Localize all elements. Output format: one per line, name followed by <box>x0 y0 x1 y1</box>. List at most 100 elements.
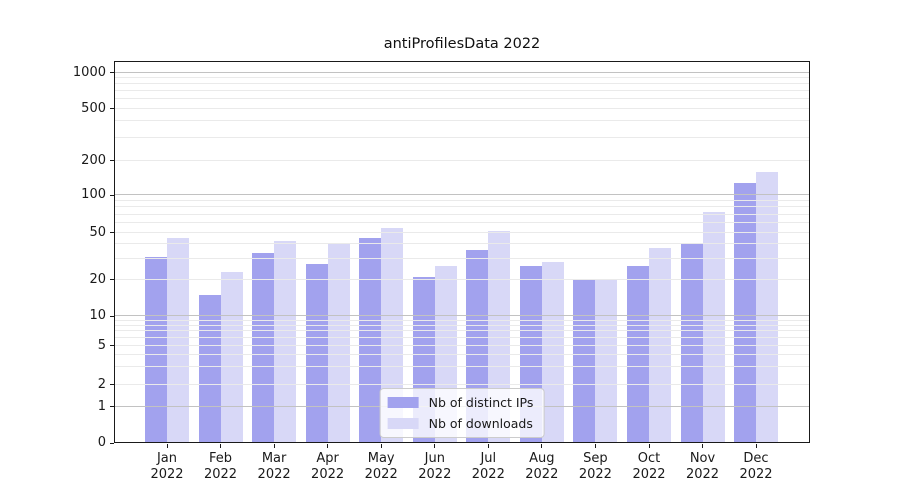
legend-swatch <box>387 418 419 429</box>
y-tick-label: 1 <box>97 398 106 414</box>
y-tick-mark <box>110 72 114 74</box>
x-tick-mark <box>166 444 168 448</box>
x-tick-month: Jun <box>424 451 445 466</box>
y-tick-label: 50 <box>89 224 106 240</box>
bar-dec-ips <box>734 183 757 443</box>
y-tick-mark <box>110 345 114 347</box>
y-tick-label: 10 <box>89 308 106 324</box>
x-tick-mark <box>273 444 275 448</box>
bar-apr-downloads <box>327 244 350 443</box>
y-tick-mark <box>110 384 114 386</box>
x-tick-label-jun: Jun 2022 <box>393 451 477 482</box>
x-tick-mark <box>755 444 757 448</box>
x-tick-mark <box>541 444 543 448</box>
x-tick-month: Aug <box>529 451 555 466</box>
y-tick-label: 2 <box>97 376 106 392</box>
x-tick-year: 2022 <box>257 466 291 482</box>
x-tick-label-jan: Jan 2022 <box>125 451 209 482</box>
x-tick-month: Jul <box>480 451 497 466</box>
x-tick-month: Nov <box>689 451 716 466</box>
bar-dec-downloads <box>756 171 779 443</box>
x-tick-mark <box>648 444 650 448</box>
x-tick-year: 2022 <box>311 466 345 482</box>
y-tick-label: 500 <box>81 100 106 116</box>
x-tick-mark <box>380 444 382 448</box>
bar-apr-ips <box>305 264 328 443</box>
x-tick-mark <box>594 444 597 448</box>
x-tick-month: May <box>367 451 395 466</box>
x-tick-label-nov: Nov 2022 <box>661 451 745 482</box>
legend: Nb of distinct IPs Nb of downloads <box>379 388 545 438</box>
y-tick-mark <box>110 160 114 162</box>
x-tick-label-dec: Dec 2022 <box>714 451 798 482</box>
y-tick-mark <box>110 406 114 408</box>
x-tick-year: 2022 <box>418 466 452 482</box>
y-tick-label: 5 <box>97 337 106 353</box>
x-tick-year: 2022 <box>525 466 559 482</box>
x-tick-label-aug: Aug 2022 <box>500 451 584 482</box>
x-tick-month: Feb <box>208 451 233 466</box>
legend-item: Nb of distinct IPs <box>387 394 534 411</box>
y-tick-mark <box>110 108 114 110</box>
x-tick-year: 2022 <box>364 466 398 482</box>
bar-mar-downloads <box>274 240 297 443</box>
bar-feb-downloads <box>220 272 243 443</box>
x-tick-mark <box>434 444 436 448</box>
y-tick-mark <box>110 232 114 234</box>
y-tick-label: 100 <box>81 187 106 203</box>
x-tick-month: Sep <box>583 451 608 466</box>
x-tick-label-oct: Oct 2022 <box>607 451 691 482</box>
bar-may-ips <box>359 238 382 443</box>
bar-sep-downloads <box>595 279 618 443</box>
y-tick-label: 1000 <box>72 64 106 80</box>
x-tick-month: Dec <box>743 451 769 466</box>
bars-layer <box>114 61 810 443</box>
bar-jan-downloads <box>167 238 189 443</box>
x-tick-year: 2022 <box>203 466 238 482</box>
x-tick-month: Apr <box>316 451 339 466</box>
y-tick-label: 200 <box>81 152 106 168</box>
x-tick-year: 2022 <box>150 466 184 482</box>
x-tick-mark <box>220 444 222 448</box>
y-tick-mark <box>110 279 114 281</box>
x-tick-year: 2022 <box>578 466 612 482</box>
bar-jan-ips <box>145 257 167 443</box>
bar-feb-ips <box>198 294 221 443</box>
y-axis: 0 1 2 5 10 20 50 100 200 500 1000 <box>0 61 114 450</box>
x-tick-label-feb: Feb 2022 <box>179 451 263 482</box>
x-tick-year: 2022 <box>632 466 666 482</box>
y-tick-mark <box>110 194 114 196</box>
x-tick-mark <box>702 444 704 448</box>
x-tick-label-may: May 2022 <box>339 451 423 482</box>
bar-sep-ips <box>573 279 596 443</box>
x-axis: Jan 2022 Feb 2022 Mar 2022 Apr 2022 May 2022 Jun 20… <box>114 443 810 500</box>
y-tick-label: 20 <box>89 271 106 287</box>
x-tick-month: Jan <box>156 451 178 466</box>
x-tick-label-sep: Sep 2022 <box>553 451 637 482</box>
bar-nov-ips <box>680 244 703 443</box>
bar-oct-downloads <box>648 248 671 443</box>
x-tick-year: 2022 <box>471 466 505 482</box>
bar-aug-downloads <box>541 262 564 443</box>
bar-nov-downloads <box>702 211 725 443</box>
y-tick-mark <box>110 442 114 444</box>
x-tick-label-apr: Apr 2022 <box>286 451 370 482</box>
chart-title: antiProfilesData 2022 <box>383 36 541 52</box>
y-tick-mark <box>110 315 114 317</box>
x-tick-label-jul: Jul 2022 <box>446 451 530 482</box>
x-tick-year: 2022 <box>685 466 720 482</box>
x-tick-mark <box>327 444 329 448</box>
x-tick-month: Oct <box>637 451 661 466</box>
legend-swatch <box>387 397 419 408</box>
legend-label: Nb of distinct IPs <box>428 395 534 410</box>
x-tick-month: Mar <box>261 451 287 466</box>
plot-area: Nb of distinct IPs Nb of downloads <box>114 61 810 443</box>
x-tick-label-mar: Mar 2022 <box>232 451 316 482</box>
x-tick-year: 2022 <box>739 466 773 482</box>
x-tick-mark <box>487 444 489 448</box>
bar-mar-ips <box>252 252 275 443</box>
legend-item: Nb of downloads <box>387 415 534 432</box>
bar-oct-ips <box>626 266 649 443</box>
legend-label: Nb of downloads <box>428 416 533 431</box>
